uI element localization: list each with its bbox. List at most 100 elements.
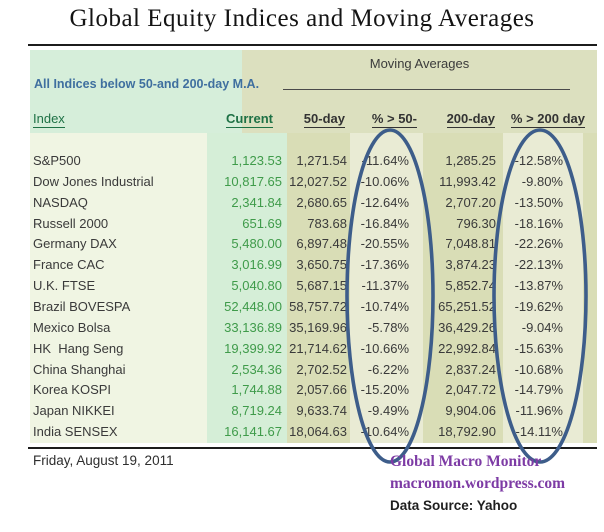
cell-pct50: -17.36% <box>360 257 409 273</box>
cell-pct200: -22.13% <box>514 257 563 273</box>
table-row: Brazil BOVESPA 52,448.00 58,757.72 -10.74% 6… <box>30 296 597 317</box>
title-divider <box>28 44 597 46</box>
table-row: India SENSEX 16,141.67 18,064.63 -10.64% 18,… <box>30 421 597 442</box>
cell-current: 1,123.53 <box>231 152 282 168</box>
cell-pct200: -10.68% <box>514 361 563 377</box>
cell-pct200: -13.50% <box>514 194 563 210</box>
cell-pct50: -11.64% <box>361 152 409 168</box>
page-title: Global Equity Indices and Moving Average… <box>69 5 535 32</box>
indices-table: Moving Averages All Indices below 50-and… <box>30 50 597 443</box>
column-header-row: Index Current 50-day % > 50-day 200-day … <box>30 109 597 148</box>
cell-pct200: -14.79% <box>514 382 563 398</box>
cell-pct50: -10.66% <box>360 340 409 356</box>
table-row: U.K. FTSE 5,040.80 5,687.15 -11.37% 5,852.74… <box>30 275 597 296</box>
cell-current: 8,719.24 <box>231 403 282 419</box>
cell-pct200: -18.16% <box>514 215 563 231</box>
cell-pct50: -15.20% <box>360 382 409 398</box>
cell-index: France CAC <box>33 257 105 273</box>
cell-ma200: 3,874.23 <box>445 257 496 273</box>
column-header-200day-label: 200-day <box>446 111 495 128</box>
table-row: Japan NIKKEI 8,719.24 9,633.74 -9.49% 9,904.… <box>30 400 597 421</box>
cell-current: 2,341.84 <box>231 194 282 210</box>
cell-index: China Shanghai <box>33 361 126 377</box>
cell-ma50: 6,897.48 <box>296 236 347 252</box>
cell-ma200: 9,904.06 <box>445 403 496 419</box>
cell-pct50: -11.37% <box>361 278 409 294</box>
moving-averages-label: Moving Averages <box>369 56 470 71</box>
column-header-current-label: Current <box>226 111 273 128</box>
cell-current: 2,534.36 <box>231 361 282 377</box>
cell-pct200: -22.26% <box>514 236 563 252</box>
cell-ma200: 11,993.42 <box>439 173 496 189</box>
cell-ma200: 65,251.52 <box>438 298 496 314</box>
cell-current: 33,136.89 <box>224 319 282 335</box>
cell-index: Mexico Bolsa <box>33 319 111 335</box>
column-header-index: Index <box>33 109 153 131</box>
table-row: Mexico Bolsa 33,136.89 35,169.96 -5.78% 36,4… <box>30 317 597 338</box>
cell-pct200: -15.63% <box>514 340 563 356</box>
credit-url: macromon.wordpress.com <box>390 474 566 492</box>
cell-ma50: 1,271.54 <box>296 152 347 168</box>
data-source: Data Source: Yahoo <box>390 498 518 513</box>
footer-date: Friday, August 19, 2011 <box>33 453 174 468</box>
cell-pct200: -11.96% <box>515 403 563 419</box>
table-rows: S&P500 1,123.53 1,271.54 -11.64% 1,285.25 -12… <box>30 150 597 442</box>
table-row: S&P500 1,123.53 1,271.54 -11.64% 1,285.25 -12… <box>30 150 597 171</box>
cell-index: Korea KOSPI <box>33 382 112 398</box>
cell-ma50: 12,027.52 <box>289 173 347 189</box>
cell-ma50: 5,687.15 <box>296 278 347 294</box>
column-header-pct-above-50day: % > 50-day <box>350 109 423 148</box>
cell-ma200: 7,048.81 <box>445 236 496 252</box>
cell-ma200: 2,707.20 <box>445 194 496 210</box>
table-row: Dow Jones Industrial 10,817.65 12,027.52 -1… <box>30 171 597 192</box>
table-row: China Shanghai 2,534.36 2,702.52 -6.22% 2,83… <box>30 359 597 380</box>
cell-ma200: 18,792.90 <box>438 424 496 440</box>
column-header-50day: 50-day <box>287 109 350 131</box>
cell-current: 19,399.92 <box>224 340 282 356</box>
cell-index: Russell 2000 <box>33 215 109 231</box>
cell-ma50: 58,757.72 <box>289 298 347 314</box>
cell-current: 5,040.80 <box>231 278 282 294</box>
table-bottom-divider <box>28 447 597 449</box>
cell-ma50: 18,064.63 <box>289 424 347 440</box>
table-row: HK Hang Seng 19,399.92 21,714.62 -10.66% 22,… <box>30 338 597 359</box>
cell-current: 1,744.88 <box>231 382 282 398</box>
column-header-pct-above-200day: % > 200 day <box>503 109 585 131</box>
table-row: Korea KOSPI 1,744.88 2,057.66 -15.20% 2,047.… <box>30 379 597 400</box>
cell-pct200: -12.58% <box>514 152 563 168</box>
column-band-200day <box>423 133 503 443</box>
cell-current: 52,448.00 <box>224 298 282 314</box>
cell-ma50: 35,169.96 <box>289 319 347 335</box>
column-header-index-label: Index <box>33 111 65 128</box>
cell-pct50: -10.06% <box>360 173 409 189</box>
cell-ma50: 9,633.74 <box>296 403 347 419</box>
column-band-index <box>30 133 207 443</box>
cell-index: U.K. FTSE <box>33 278 96 294</box>
cell-pct50: -6.22% <box>367 361 409 377</box>
column-band-50day <box>287 133 350 443</box>
cell-pct50: -10.74% <box>360 298 409 314</box>
column-header-50day-label: 50-day <box>303 111 345 128</box>
cell-index: India SENSEX <box>33 424 118 440</box>
column-header-current: Current <box>207 109 287 131</box>
cell-ma200: 796.30 <box>456 215 496 231</box>
cell-current: 651.69 <box>242 215 282 231</box>
cell-pct200: -13.87% <box>514 278 563 294</box>
header-panel-left <box>30 50 242 133</box>
cell-pct50: -9.49% <box>367 403 409 419</box>
cell-pct50: -5.78% <box>367 319 409 335</box>
cell-pct200: -9.04% <box>521 319 563 335</box>
cell-pct50: -16.84% <box>360 215 409 231</box>
cell-ma50: 3,650.75 <box>296 257 347 273</box>
cell-current: 5,480.00 <box>231 236 282 252</box>
cell-index: Germany DAX <box>33 236 117 252</box>
cell-index: Dow Jones Industrial <box>33 173 154 189</box>
column-band-current <box>207 133 287 443</box>
credit-block: Global Macro Monitor macromon.wordpress.… <box>390 451 565 517</box>
cell-pct50: -12.64% <box>360 194 409 210</box>
moving-averages-underline <box>283 89 570 90</box>
cell-pct50: -10.64% <box>360 424 409 440</box>
cell-current: 3,016.99 <box>231 257 282 273</box>
cell-index: S&P500 <box>33 152 81 168</box>
